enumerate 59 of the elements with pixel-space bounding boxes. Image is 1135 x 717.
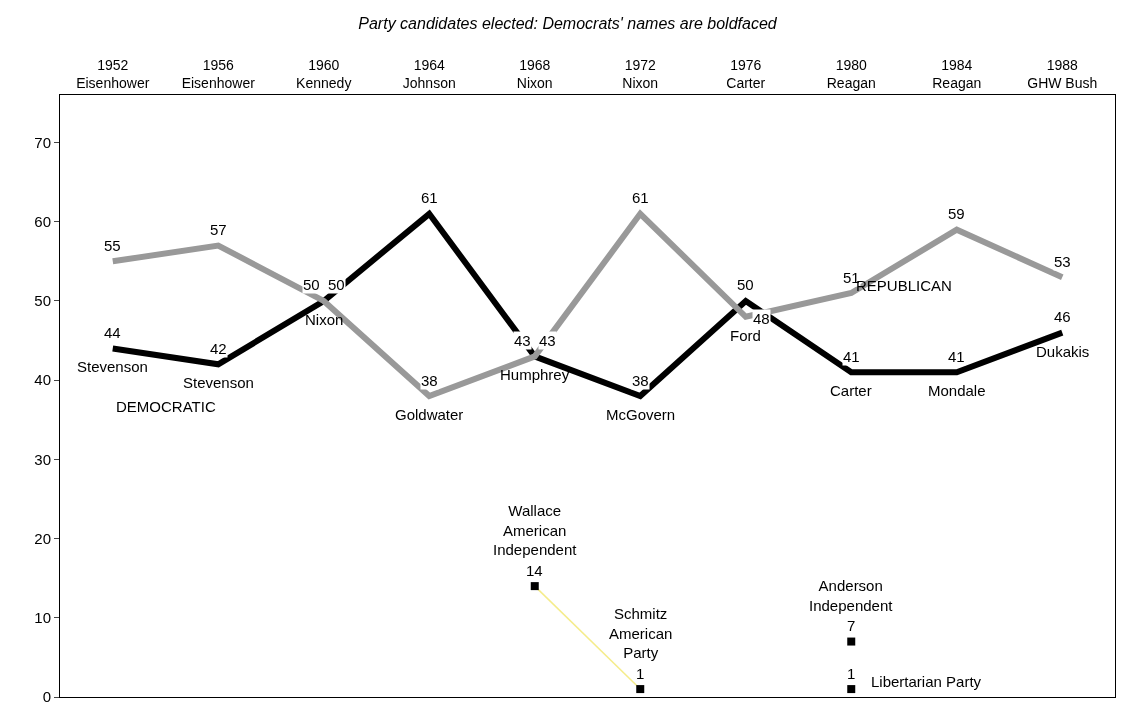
y-tick-label: 30 [34,450,51,468]
data-label: 61 [421,189,438,206]
data-label: 50 [303,276,320,293]
data-label: 53 [1054,253,1071,270]
y-tick-label: 10 [34,609,51,627]
annotation: Anderson Independent [809,577,894,614]
data-label: 38 [632,372,649,389]
data-label: 57 [210,221,227,238]
annotation: Libertarian Party [871,673,982,690]
annotation: Mondale [928,382,986,399]
annotation: McGovern [606,406,676,423]
data-label: 41 [948,348,965,365]
y-tick-label: 60 [34,212,51,230]
data-label: 50 [737,276,754,293]
annotation: Stevenson [77,358,148,375]
data-label: 38 [421,372,438,389]
annotation: Ford [730,327,761,344]
annotation: Nixon [305,311,344,328]
x-tick-label: 1984 Reagan [932,57,982,92]
data-label: 48 [753,310,770,327]
data-label: 50 [328,276,345,293]
x-tick-label: 1976 Carter [726,57,766,92]
data-label: 43 [514,332,531,349]
y-tick-label: 70 [34,133,51,151]
data-label: 1 [636,665,645,682]
x-tick-label: 1964 Johnson [402,57,456,92]
x-tick-label: 1980 Reagan [826,57,876,92]
text: DEMOCRATIC [116,398,216,415]
data-label: 41 [843,348,860,365]
annotation: Stevenson [183,374,254,391]
data-label: 43 [539,332,556,349]
data-label: 44 [104,324,121,341]
x-tick-label: 1956 Eisenhower [181,57,256,92]
data-label: 42 [210,340,227,357]
x-tick-label: 1988 GHW Bush [1027,57,1098,92]
annotation: Schmitz American Party [609,605,673,661]
data-label: 55 [104,237,121,254]
y-tick-label: 0 [42,688,51,706]
annotation: Carter [830,382,872,399]
data-label: 59 [948,205,965,222]
point [847,685,856,694]
x-tick-label: 1972 Nixon [622,57,659,92]
point [847,637,856,646]
annotation: Humphrey [500,366,570,383]
annotation: Wallace American Independent [493,502,578,558]
x-tick-label: 1968 Nixon [516,57,553,92]
data-label: 1 [847,665,856,682]
annotation: Dukakis [1036,343,1090,360]
data-label: 61 [632,189,649,206]
y-tick-label: 40 [34,371,51,389]
chart-title: Party candidates elected: Democrats' names are boldfaced [358,15,778,33]
data-label: 7 [847,617,856,634]
data-label: 46 [1054,308,1071,325]
x-tick-label: 1960 Kennedy [296,57,352,92]
x-tick-label: 1952 Eisenhower [76,57,150,92]
y-tick-label: 50 [34,292,51,310]
data-label: 14 [526,562,543,579]
y-tick-label: 20 [34,529,51,547]
annotation: Goldwater [395,406,464,423]
